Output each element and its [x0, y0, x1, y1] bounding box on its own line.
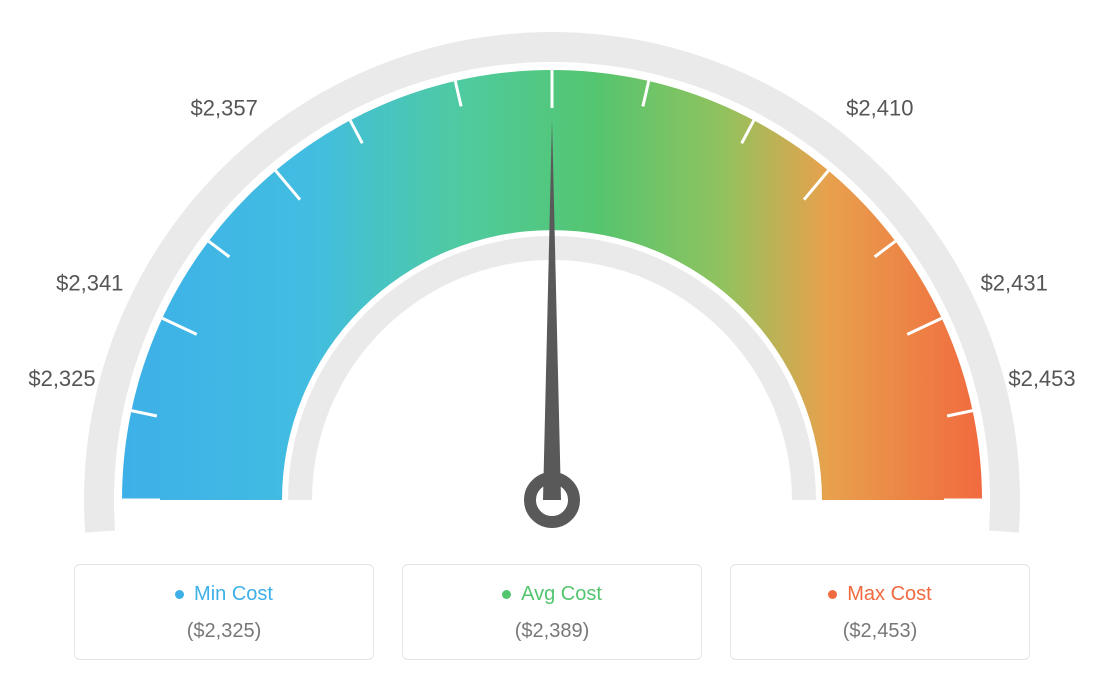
gauge-tick-label: $2,325	[28, 366, 95, 391]
legend-title: Min Cost	[85, 583, 363, 606]
legend-dot-icon	[828, 590, 837, 599]
legend-value: ($2,389)	[413, 620, 691, 643]
legend-title-text: Avg Cost	[521, 583, 602, 606]
legend-card-avg: Avg Cost ($2,389)	[402, 564, 702, 660]
chart-container: $2,325 $2,341 $2,357 $2,389 $2,410 $2,431 $2,4…	[0, 0, 1104, 690]
legend-card-min: Min Cost ($2,325)	[74, 564, 374, 660]
legend-title: Avg Cost	[413, 583, 691, 606]
legend-title-text: Min Cost	[194, 583, 273, 606]
gauge-tick-label: $2,410	[846, 95, 913, 120]
legend-value: ($2,325)	[85, 620, 363, 643]
legend-dot-icon	[502, 590, 511, 599]
legend-title-text: Max Cost	[847, 583, 931, 606]
gauge-chart: $2,325 $2,341 $2,357 $2,389 $2,410 $2,431 $2,4…	[0, 0, 1104, 565]
gauge-tick-label: $2,357	[191, 95, 258, 120]
legend-value: ($2,453)	[741, 620, 1019, 643]
legend-card-max: Max Cost ($2,453)	[730, 564, 1030, 660]
legend-title: Max Cost	[741, 583, 1019, 606]
gauge-tick-label: $2,453	[1008, 366, 1075, 391]
legend-dot-icon	[175, 590, 184, 599]
legend-row: Min Cost ($2,325) Avg Cost ($2,389) Max Cost…	[74, 564, 1030, 660]
gauge-tick-label: $2,389	[518, 0, 585, 1]
gauge-svg: $2,325 $2,341 $2,357 $2,389 $2,410 $2,431 $2,4…	[0, 0, 1104, 560]
gauge-tick-label: $2,341	[56, 270, 123, 295]
gauge-tick-label: $2,431	[981, 270, 1048, 295]
